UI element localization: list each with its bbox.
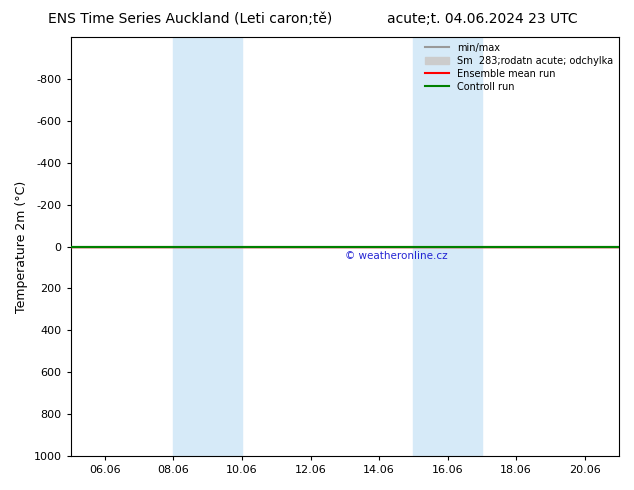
Legend: min/max, Sm  283;rodatn acute; odchylka, Ensemble mean run, Controll run: min/max, Sm 283;rodatn acute; odchylka, … <box>421 39 617 96</box>
Text: © weatheronline.cz: © weatheronline.cz <box>345 251 448 261</box>
Bar <box>174 37 242 456</box>
Text: ENS Time Series Auckland (Leti caron;tě): ENS Time Series Auckland (Leti caron;tě) <box>48 12 332 26</box>
Text: acute;t. 04.06.2024 23 UTC: acute;t. 04.06.2024 23 UTC <box>387 12 577 26</box>
Bar <box>413 37 482 456</box>
Y-axis label: Temperature 2m (°C): Temperature 2m (°C) <box>15 180 28 313</box>
